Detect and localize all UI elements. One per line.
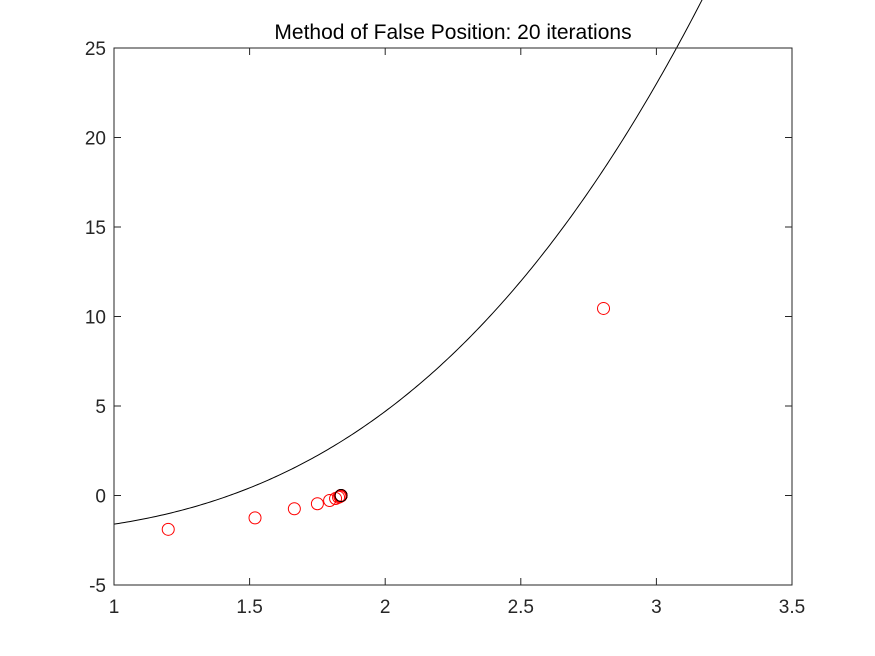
y-tick-label: 15 [85,218,106,239]
y-tick-label: 10 [85,308,106,329]
x-tick-label: 2.5 [508,597,534,618]
x-tick-label: 1.5 [236,597,262,618]
iterate-marker [597,301,611,315]
marker-layer [161,301,611,536]
x-tick-label: 1 [109,597,120,618]
x-tick-label: 3 [651,597,662,618]
y-tick-label: 25 [85,39,106,60]
function-curve [113,0,703,525]
curve-layer [113,0,703,525]
x-tick-label: 2 [380,597,391,618]
iterate-marker [161,522,175,536]
axes-box [113,47,793,586]
iterate-marker [248,511,262,525]
root-marker [334,489,348,502]
y-tick-label: 0 [95,487,106,508]
iterate-marker [310,497,324,511]
iterate-marker [332,490,346,504]
y-tick-label: 5 [95,397,106,418]
iterate-marker [287,502,301,516]
y-tick-label: -5 [89,576,106,597]
axes-background [114,48,792,585]
chart-title: Method of False Position: 20 iterations [274,21,631,44]
y-tick-label: 20 [85,129,106,150]
x-tick-label: 3.5 [779,597,805,618]
tick-layer: 1 1.5 2 2.5 3 3.5 -5 0 5 10 15 20 25 [85,39,805,618]
